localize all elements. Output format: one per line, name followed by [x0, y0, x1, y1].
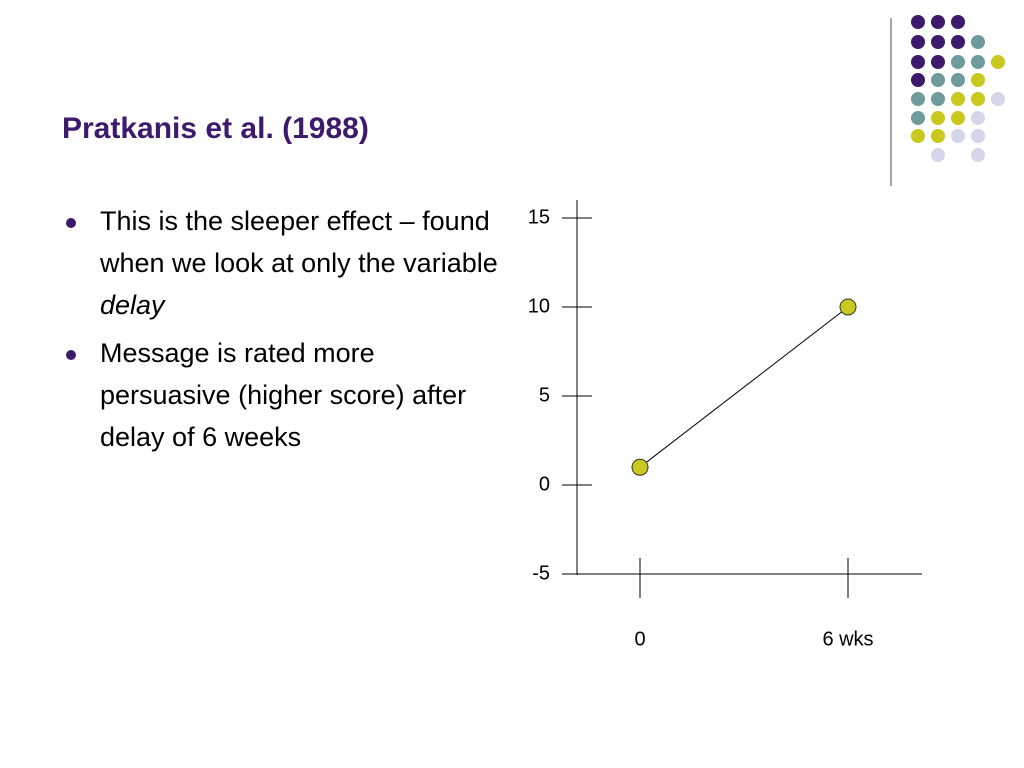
decor-dot	[991, 55, 1005, 69]
decor-dot	[911, 129, 925, 143]
decor-dot	[951, 92, 965, 106]
x-tick-label: 0	[634, 628, 645, 650]
decor-dot	[951, 15, 965, 29]
decor-dot	[911, 73, 925, 87]
decor-dot	[931, 111, 945, 125]
bullet-text: This is the sleeper effect – found when …	[100, 206, 498, 278]
decor-dot	[911, 35, 925, 49]
slide-title: Pratkanis et al. (1988)	[62, 112, 369, 145]
decor-dot	[911, 111, 925, 125]
y-tick-label: 0	[539, 473, 550, 495]
y-tick-label: 15	[528, 206, 550, 228]
y-tick-label: -5	[532, 562, 550, 584]
decor-dot	[951, 111, 965, 125]
bullet-list: This is the sleeper effect – found when …	[62, 200, 502, 464]
bullet-text: Message is rated more persuasive (higher…	[100, 338, 467, 452]
decor-dot	[971, 129, 985, 143]
decor-dot	[931, 129, 945, 143]
decor-dot	[971, 73, 985, 87]
decor-dot	[931, 73, 945, 87]
bullet: This is the sleeper effect – found when …	[62, 200, 502, 326]
y-tick-label: 10	[528, 295, 550, 317]
decor-dot	[931, 35, 945, 49]
decor-dot	[991, 92, 1005, 106]
decor-dot	[971, 111, 985, 125]
decor-dot	[951, 35, 965, 49]
bullet: Message is rated more persuasive (higher…	[62, 332, 502, 458]
decor-dot	[931, 15, 945, 29]
decor-dot	[971, 55, 985, 69]
decor-dot	[931, 148, 945, 162]
decor-dot	[911, 55, 925, 69]
decor-dot	[951, 73, 965, 87]
decor-dot	[971, 35, 985, 49]
decor-dot	[951, 55, 965, 69]
decor-dot	[931, 55, 945, 69]
point	[839, 298, 857, 316]
decor-dot	[951, 129, 965, 143]
decor-dot	[931, 92, 945, 106]
y-tick-label: 5	[539, 384, 550, 406]
bullet-emphasis: delay	[100, 290, 165, 320]
point	[631, 458, 649, 476]
x-tick-label: 6 wks	[822, 628, 873, 650]
decor-dot	[971, 148, 985, 162]
line	[639, 306, 849, 468]
decor-dot	[911, 92, 925, 106]
decor-dot	[911, 15, 925, 29]
decor-dot	[971, 92, 985, 106]
decor-dots	[911, 15, 1005, 162]
